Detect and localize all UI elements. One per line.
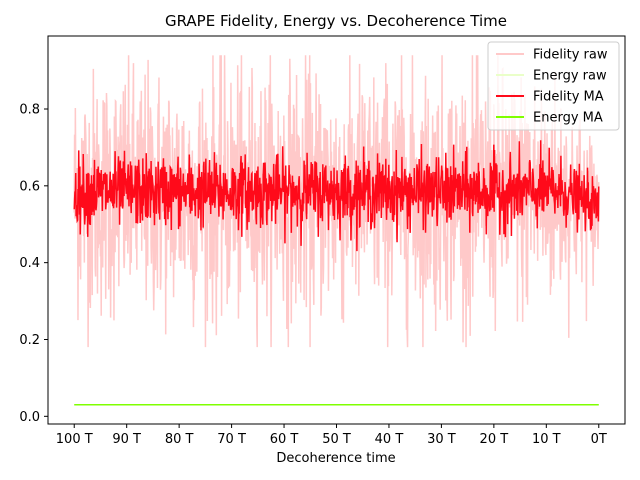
- y-tick-label: 0.0: [19, 410, 40, 425]
- series-line-2: [73, 140, 600, 252]
- x-tick-label: 100 T: [56, 432, 93, 447]
- x-tick-label: 40 T: [375, 432, 404, 447]
- x-tick-label: 10 T: [532, 432, 561, 447]
- y-tick-label: 0.4: [19, 256, 40, 271]
- x-axis: 100 T 90 T 80 T 70 T 60 T 50 T 40 T 30 T 20 T 10 …: [56, 424, 607, 447]
- legend-box: [487, 41, 620, 131]
- legend-entry: Energy raw: [533, 69, 607, 84]
- chart-title: GRAPE Fidelity, Energy vs. Decoherence T…: [165, 12, 507, 30]
- legend-entry: Fidelity raw: [533, 48, 608, 63]
- x-tick-label: 60 T: [270, 432, 299, 447]
- y-axis: 0.0 0.2 0.4 0.6 0.8: [19, 102, 48, 425]
- x-tick-label: 20 T: [480, 432, 509, 447]
- legend-entry: Energy MA: [533, 111, 603, 126]
- x-axis-label: Decoherence time: [276, 451, 395, 466]
- legend-entry: Fidelity MA: [533, 90, 604, 105]
- x-tick-label: 80 T: [165, 432, 194, 447]
- y-tick-label: 0.2: [19, 333, 40, 348]
- x-tick-label: 70 T: [217, 432, 246, 447]
- x-tick-label: 50 T: [322, 432, 351, 447]
- x-tick-label: 90 T: [112, 432, 141, 447]
- y-tick-label: 0.8: [19, 102, 40, 117]
- x-tick-label: 30 T: [427, 432, 456, 447]
- y-tick-label: 0.6: [19, 179, 40, 194]
- legend: Fidelity raw Energy raw Fidelity MA Energy …: [487, 41, 620, 131]
- x-tick-label: 0T: [591, 432, 607, 447]
